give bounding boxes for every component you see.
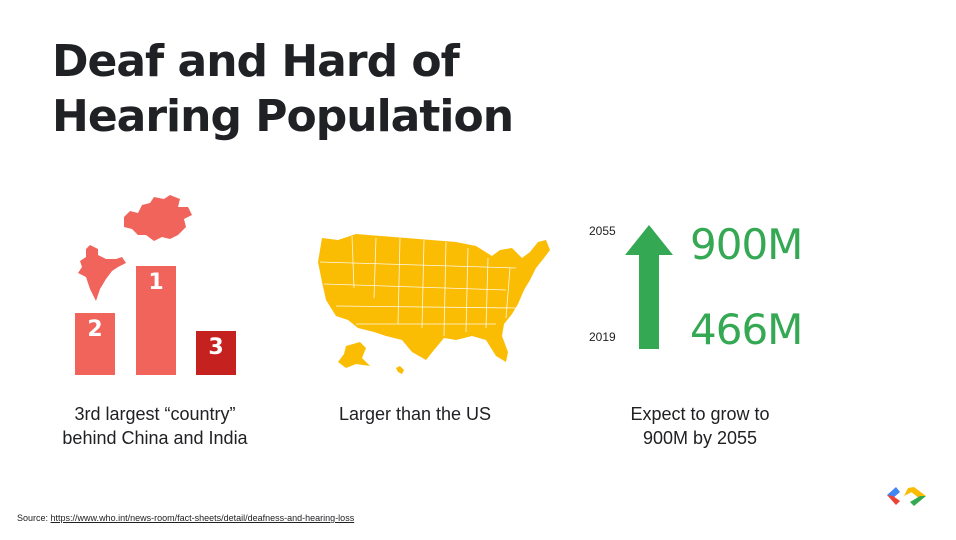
- slide-title: Deaf and Hard of Hearing Population: [52, 34, 514, 144]
- podium-caption: 3rd largest “country” behind China and I…: [40, 402, 270, 450]
- value-900m: 900M: [690, 220, 803, 269]
- growth-caption-line-1: Expect to grow to: [630, 404, 770, 424]
- google-developers-logo: [887, 487, 926, 506]
- source-note: Source: https://www.who.int/news-room/fa…: [17, 513, 354, 523]
- growth-caption: Expect to grow to 900M by 2055: [590, 402, 810, 450]
- up-arrow-icon: [625, 225, 673, 349]
- us-map-icon: [318, 234, 550, 374]
- rank-2-label: 2: [87, 317, 103, 342]
- rank-2-bar: 2: [75, 313, 115, 375]
- source-link[interactable]: https://www.who.int/news-room/fact-sheet…: [50, 513, 355, 523]
- podium-caption-line-2: behind China and India: [62, 428, 248, 448]
- us-caption: Larger than the US: [338, 404, 492, 424]
- value-466m: 466M: [690, 305, 803, 354]
- china-map-icon: [124, 195, 192, 241]
- india-map-icon: [78, 245, 126, 301]
- title-line-2: Hearing Population: [52, 91, 514, 142]
- growth-caption-line-2: 900M by 2055: [642, 428, 758, 448]
- title-line-1: Deaf and Hard of: [52, 36, 460, 87]
- year-2019-label: 2019: [589, 330, 616, 344]
- rank-1-bar: 1: [136, 266, 176, 375]
- rank-3-bar: 3: [196, 331, 236, 375]
- population-podium: 2 1 3: [70, 195, 270, 375]
- source-label: Source:: [17, 513, 49, 523]
- podium-caption-line-1: 3rd largest “country”: [74, 404, 236, 424]
- rank-1-label: 1: [148, 270, 164, 295]
- year-2055-label: 2055: [589, 224, 616, 238]
- rank-3-label: 3: [208, 335, 224, 360]
